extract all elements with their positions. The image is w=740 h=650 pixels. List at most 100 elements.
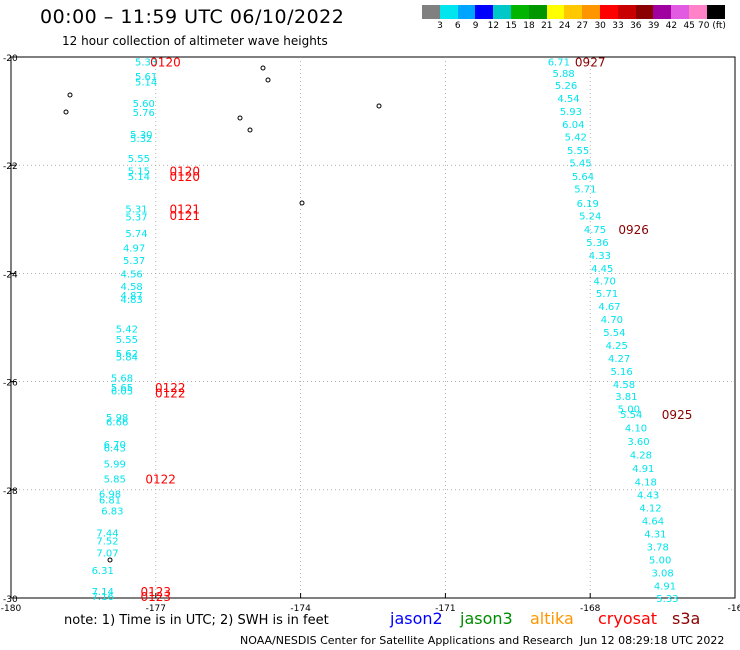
wave-height-point: 5.54 <box>620 410 642 421</box>
color-swatch <box>653 5 672 19</box>
color-scale-bar <box>422 5 725 19</box>
color-scale-label: 42 <box>665 21 678 31</box>
wave-height-point: 6.81 <box>99 496 121 507</box>
chart-subtitle: 12 hour collection of altimeter wave hei… <box>62 34 328 48</box>
plot-frame <box>10 56 736 599</box>
wave-height-point: 5.65 <box>111 383 133 394</box>
legend-jason3: jason3 <box>460 609 513 628</box>
wave-height-point: 5.26 <box>555 81 577 92</box>
wave-height-point: 5.62 <box>116 349 138 360</box>
pass-time-label: 0123 <box>141 590 172 604</box>
wave-height-point: 5.14 <box>128 172 150 183</box>
color-swatch <box>439 5 458 19</box>
wave-height-point: 5.14 <box>135 77 157 88</box>
wave-height-point: 4.64 <box>642 517 664 528</box>
wave-height-point: 5.76 <box>133 108 155 119</box>
wave-height-point: 5.37 <box>123 256 145 267</box>
color-swatch <box>493 5 511 19</box>
wave-height-point: 5.99 <box>104 459 126 470</box>
color-swatch <box>528 5 547 19</box>
wave-height-point: 5.71 <box>596 289 618 300</box>
x-tick-label: -177 <box>146 604 166 614</box>
legend-altika: altika <box>530 609 574 628</box>
x-tick-label: -16 <box>728 604 740 614</box>
wave-height-point: 5.16 <box>610 367 632 378</box>
pass-time-label: 0122 <box>155 381 186 395</box>
wave-height-point: 5.93 <box>560 107 582 118</box>
y-tick-label: -22 <box>3 162 18 172</box>
wave-height-point: 7.14 <box>92 587 114 598</box>
island-outline <box>67 92 73 98</box>
wave-height-point: 5.31 <box>125 204 147 215</box>
color-scale-label: 33 <box>612 21 624 31</box>
color-swatch <box>457 5 476 19</box>
color-scale-label: 15 <box>505 21 517 31</box>
wave-height-point: 4.54 <box>557 94 579 105</box>
island-outline <box>265 77 271 83</box>
wave-height-point: 5.74 <box>125 229 147 240</box>
wave-height-point: 4.27 <box>608 354 630 365</box>
legend-jason2: jason2 <box>390 609 443 628</box>
wave-height-point: 4.91 <box>654 582 676 593</box>
wave-height-point: 4.75 <box>584 225 606 236</box>
y-tick-label: -26 <box>3 379 18 389</box>
wave-height-point: 6.66 <box>106 418 128 429</box>
color-scale-label: 9 <box>472 21 479 31</box>
pass-time-label: 0120 <box>169 170 200 184</box>
pass-time-label: 0120 <box>169 165 200 179</box>
color-scale-labels: 3 6 9 12 15 18 21 24 27 30 33 36 39 42 45 70 (ft) <box>422 21 732 33</box>
wave-height-point: 7.52 <box>96 537 118 548</box>
wave-height-point: 4.33 <box>589 251 611 262</box>
wave-height-point: 5.54 <box>603 328 625 339</box>
wave-height-point: 6.70 <box>104 440 126 451</box>
wave-height-point: 4.67 <box>598 302 620 313</box>
wave-height-point: 4.31 <box>644 530 666 541</box>
wave-height-point: 5.42 <box>116 325 138 336</box>
wave-height-point: 4.70 <box>601 315 623 326</box>
wave-height-point: 5.45 <box>569 158 591 169</box>
wave-height-point: 5.84 <box>116 353 138 364</box>
wave-height-point: 5.24 <box>579 212 601 223</box>
wave-height-point: 5.61 <box>135 72 157 83</box>
wave-height-point: 4.10 <box>625 424 647 435</box>
legend-s3a: s3a <box>672 609 701 628</box>
legend-cryosat: cryosat <box>598 609 658 628</box>
wave-height-point: 3.08 <box>651 569 673 580</box>
island-outline <box>299 200 305 206</box>
island-outline <box>376 103 382 109</box>
island-outline <box>107 557 113 563</box>
color-swatch <box>599 5 618 19</box>
wave-height-point: 4.91 <box>632 464 654 475</box>
wave-height-point: 6.31 <box>92 566 114 577</box>
color-swatch <box>510 5 529 19</box>
pass-time-label: 0123 <box>141 585 172 599</box>
wave-height-point: 5.33 <box>656 594 678 605</box>
wave-height-point: 5.85 <box>104 474 126 485</box>
x-tick-label: -174 <box>290 604 311 614</box>
wave-height-point: 4.70 <box>594 276 616 287</box>
color-scale-label: 6 <box>454 21 461 31</box>
wave-height-point: 5.37 <box>125 213 147 224</box>
wave-height-point: 5.55 <box>116 335 138 346</box>
wave-height-point: 6.71 <box>548 57 570 68</box>
wave-height-point: 6.98 <box>99 490 121 501</box>
wave-height-point: 4.56 <box>121 269 143 280</box>
color-scale-label: 21 <box>541 21 553 31</box>
wave-height-point: 5.64 <box>572 172 594 183</box>
wave-height-point: 5.36 <box>586 238 608 249</box>
wave-height-point: 6.83 <box>101 506 123 517</box>
wave-height-point: 5.33 <box>135 57 157 68</box>
wave-height-point: 5.55 <box>128 154 150 165</box>
generated-timestamp: Jun 12 08:29:18 UTC 2022 <box>580 634 725 647</box>
color-scale-label: 18 <box>523 21 535 31</box>
wave-height-point: 3.60 <box>627 437 649 448</box>
pass-time-label: 0121 <box>169 202 200 216</box>
wave-height-point: 4.83 <box>121 295 143 306</box>
wave-height-point: 5.55 <box>567 146 589 157</box>
pass-time-label: 0122 <box>145 472 176 486</box>
wave-height-point: 4.58 <box>121 282 143 293</box>
y-tick-label: -28 <box>3 487 18 497</box>
wave-height-point: 4.43 <box>637 491 659 502</box>
color-swatch <box>582 5 600 19</box>
